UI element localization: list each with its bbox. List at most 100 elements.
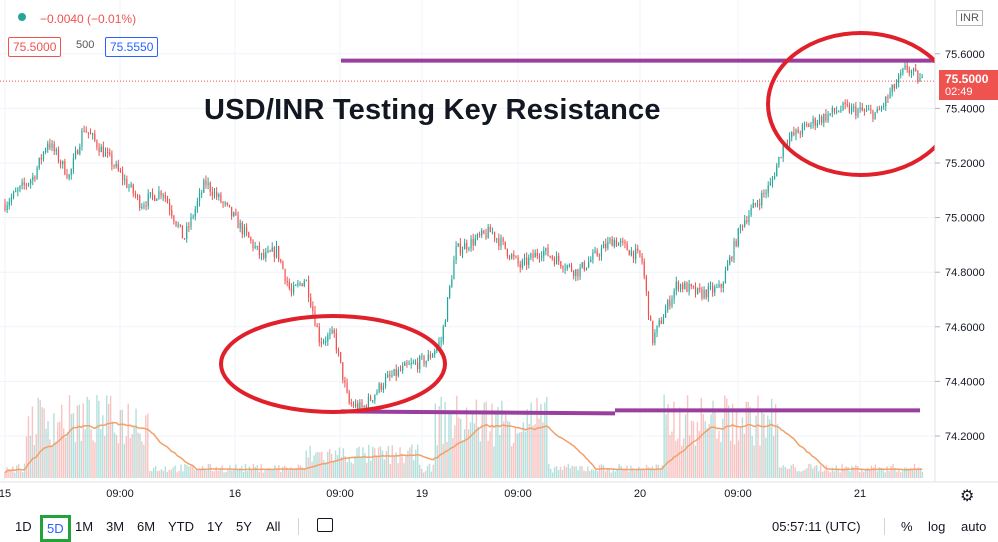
range-1y[interactable]: 1Y [207,519,223,534]
volume-bar [106,395,108,478]
candle-body [158,191,160,199]
range-3m[interactable]: 3M [106,519,125,534]
volume-bar [618,464,620,478]
bid-button[interactable]: 75.5000 [8,37,62,57]
volume-bar [16,465,18,478]
volume-bar [6,467,8,478]
range-6m[interactable]: 6M [137,519,156,534]
volume-bar [37,397,39,478]
volume-bar [156,471,159,478]
volume-bar [686,395,689,478]
volume-bar [420,468,423,478]
candle-body [194,208,196,217]
volume-bar [780,467,783,478]
compare-range-icon[interactable] [317,518,333,532]
candle-body [175,221,177,226]
candle-body [237,214,239,229]
volume-bar [898,468,900,478]
candle-body [517,257,519,264]
auto-toggle[interactable]: auto [961,519,987,534]
candle-body [523,257,526,261]
volume-bar [336,454,339,478]
volume-bar [78,404,81,478]
volume-bar [14,472,16,478]
volume-bar [391,445,393,478]
volume-bar [29,435,32,478]
volume-bar [884,472,886,478]
support-line-left [340,409,616,416]
range-1d[interactable]: 1D [15,519,32,534]
volume-bar [4,472,6,478]
clock[interactable]: 05:57:11 (UTC) [772,519,861,534]
symbol-label[interactable]: INR [956,10,983,26]
volume-bar [757,395,759,478]
volume-bar [293,469,296,478]
range-5y[interactable]: 5Y [236,519,252,534]
candle-body [188,226,190,228]
candle-body [145,205,147,207]
volume-bar [765,437,767,478]
time-tick-label: 09:00 [724,488,752,500]
volume-moving-average [4,421,923,474]
candle-body [906,65,908,70]
volume-bar [430,471,433,478]
candle-body [921,76,923,79]
time-axis[interactable]: 15 09:00 16 09:00 19 09:00 20 09:00 21 [0,481,998,500]
candle-body [472,238,474,246]
range-all[interactable]: All [266,519,281,534]
volume-bar [137,432,139,478]
candle-body [669,300,671,307]
candle-body [829,113,831,115]
candle-body [444,320,446,327]
candle-body [254,246,256,248]
price-tick-label: 75.4000 [945,103,985,115]
range-5d[interactable]: 5D [40,515,71,542]
candle-body [908,69,910,74]
volume-bar [57,422,59,478]
candle-body [821,116,823,123]
candle-body [701,289,703,299]
volume-bar [516,433,519,478]
volume-bar [350,462,352,478]
volume-bar [796,471,798,478]
candle-body [801,124,804,135]
volume-bar [669,435,671,478]
volume-bar [718,431,720,478]
candle-body [912,68,915,72]
percent-toggle[interactable]: % [901,519,913,534]
volume-bar [821,471,824,478]
volume-bar [551,472,554,478]
volume-bar [661,465,663,478]
ask-button[interactable]: 75.5550 [105,37,159,57]
volume-bar [280,471,282,478]
candle-body [714,287,716,293]
candle-body [538,256,541,258]
range-1m[interactable]: 1M [75,519,94,534]
candle-body [688,283,690,292]
candle-body [818,116,821,124]
candle-body [489,226,491,233]
volume-bar [585,471,587,478]
volume-bar [506,420,509,478]
candle-body [697,287,699,294]
volume-bar [604,471,607,478]
volume-bar [258,471,260,478]
candle-body [859,107,861,110]
settings-gear-icon[interactable]: ⚙ [960,488,975,505]
volume-bar [671,431,673,478]
candle-body [885,96,887,106]
candle-body [838,111,840,113]
range-ytd[interactable]: YTD [168,519,194,534]
candle-body [70,169,72,175]
volume-bar [121,409,124,478]
volume-bar [751,435,753,478]
volume-bar [814,465,816,478]
candle-body [216,191,218,197]
volume-bar [356,448,358,478]
candle-body [639,250,641,256]
candle-body [519,263,521,268]
log-toggle[interactable]: log [928,519,946,534]
candle-body [534,252,536,258]
volume-bar [68,395,71,478]
